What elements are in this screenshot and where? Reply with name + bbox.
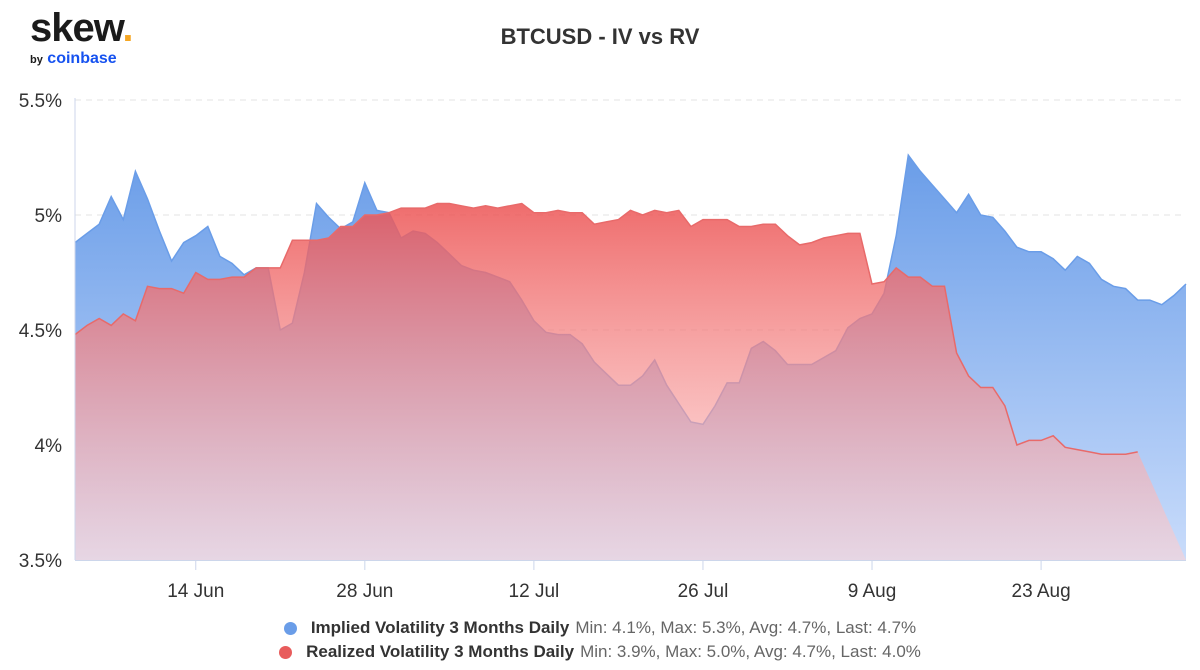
logo-dot: . [122, 6, 133, 50]
x-tick-label: 12 Jul [509, 581, 560, 602]
y-tick-label: 4% [35, 436, 63, 457]
chart-legend: Implied Volatility 3 Months Daily Min: 4… [0, 616, 1200, 664]
logo-by: by [30, 54, 43, 66]
legend-item-realized[interactable]: Realized Volatility 3 Months Daily Min: … [0, 640, 1200, 664]
legend-stats-realized: Min: 3.9%, Max: 5.0%, Avg: 4.7%, Last: 4… [580, 642, 921, 661]
x-tick-label: 23 Aug [1012, 581, 1071, 602]
x-tick-label: 14 Jun [167, 581, 224, 602]
x-tick-label: 9 Aug [848, 581, 897, 602]
chart-title: BTCUSD - IV vs RV [500, 24, 700, 49]
legend-label-realized: Realized Volatility 3 Months Daily [306, 642, 575, 661]
legend-label-implied: Implied Volatility 3 Months Daily [310, 618, 570, 637]
y-tick-label: 5% [35, 206, 63, 227]
legend-stats-implied: Min: 4.1%, Max: 5.3%, Avg: 4.7%, Last: 4… [575, 618, 917, 637]
legend-marker-implied [283, 621, 297, 635]
y-tick-label: 5.5% [19, 91, 62, 112]
series-area-1 [75, 203, 1186, 560]
series-line-1 [74, 202, 1138, 455]
legend-marker-realized [279, 645, 293, 659]
logo-brand: skew [30, 6, 123, 50]
x-tick-label: 28 Jun [336, 581, 393, 602]
y-tick-label: 4.5% [19, 321, 62, 342]
chart-plot: 3.5% 4% 4.5% 5% 5.5% 14 Jun 28 Jun 12 Jul 26 Jul… [19, 91, 1187, 602]
skew-logo: skew. by coinbase [30, 6, 134, 68]
y-tick-label: 3.5% [19, 551, 62, 572]
legend-item-implied[interactable]: Implied Volatility 3 Months Daily Min: 4… [0, 616, 1200, 640]
logo-company: coinbase [47, 50, 117, 67]
x-tick-label: 26 Jul [678, 581, 729, 602]
